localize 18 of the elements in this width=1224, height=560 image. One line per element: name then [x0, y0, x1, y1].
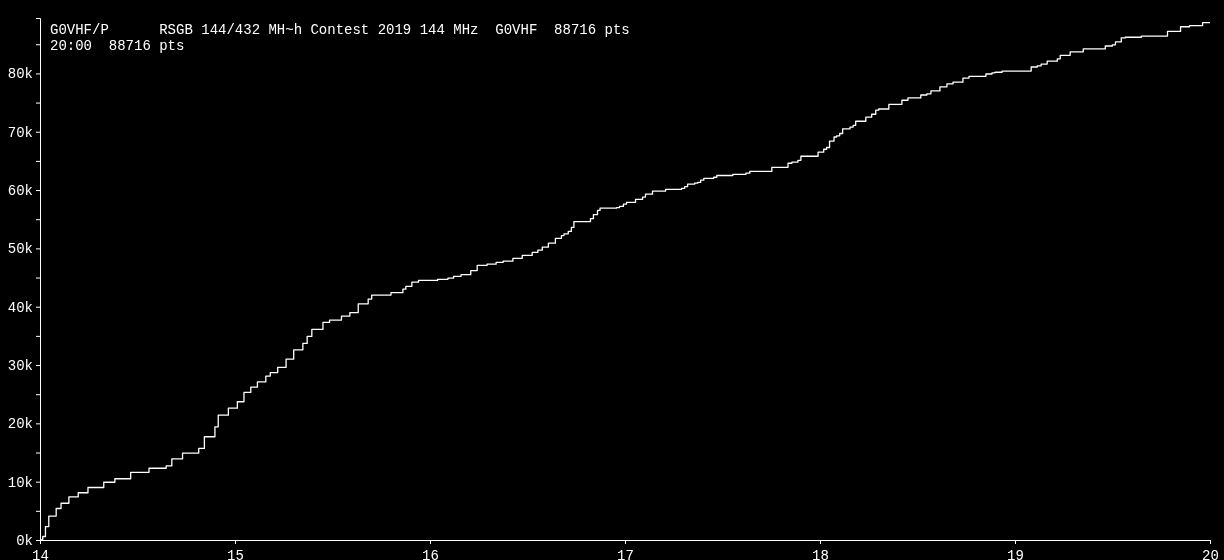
y-tick-label: 70k [7, 124, 33, 141]
text: 20:00 88716 pts [50, 38, 185, 54]
x-tick-label: 18 [812, 547, 829, 560]
y-tick-label: 80k [7, 66, 33, 83]
x-tick-label: 15 [227, 547, 244, 560]
y-tick-label: 60k [7, 183, 33, 200]
y-tick-label: 40k [7, 299, 33, 316]
y-tick-label: 20k [7, 416, 33, 433]
chart-title: G0VHF/P RSGB 144/432 MH~h Contest 2019 144 MHz G0VHF 88716 pts [50, 22, 630, 38]
x-tick-label: 17 [617, 547, 634, 560]
y-tick-label: 0k [16, 532, 33, 549]
y-tick-label: 30k [7, 358, 33, 375]
x-tick-label: 20 [1202, 547, 1219, 560]
x-tick-label: 16 [422, 547, 439, 560]
y-tick-label: 10k [7, 474, 33, 491]
y-tick-label: 50k [7, 241, 33, 258]
x-tick-label: 19 [1007, 547, 1024, 560]
x-tick-label: 14 [32, 547, 49, 560]
